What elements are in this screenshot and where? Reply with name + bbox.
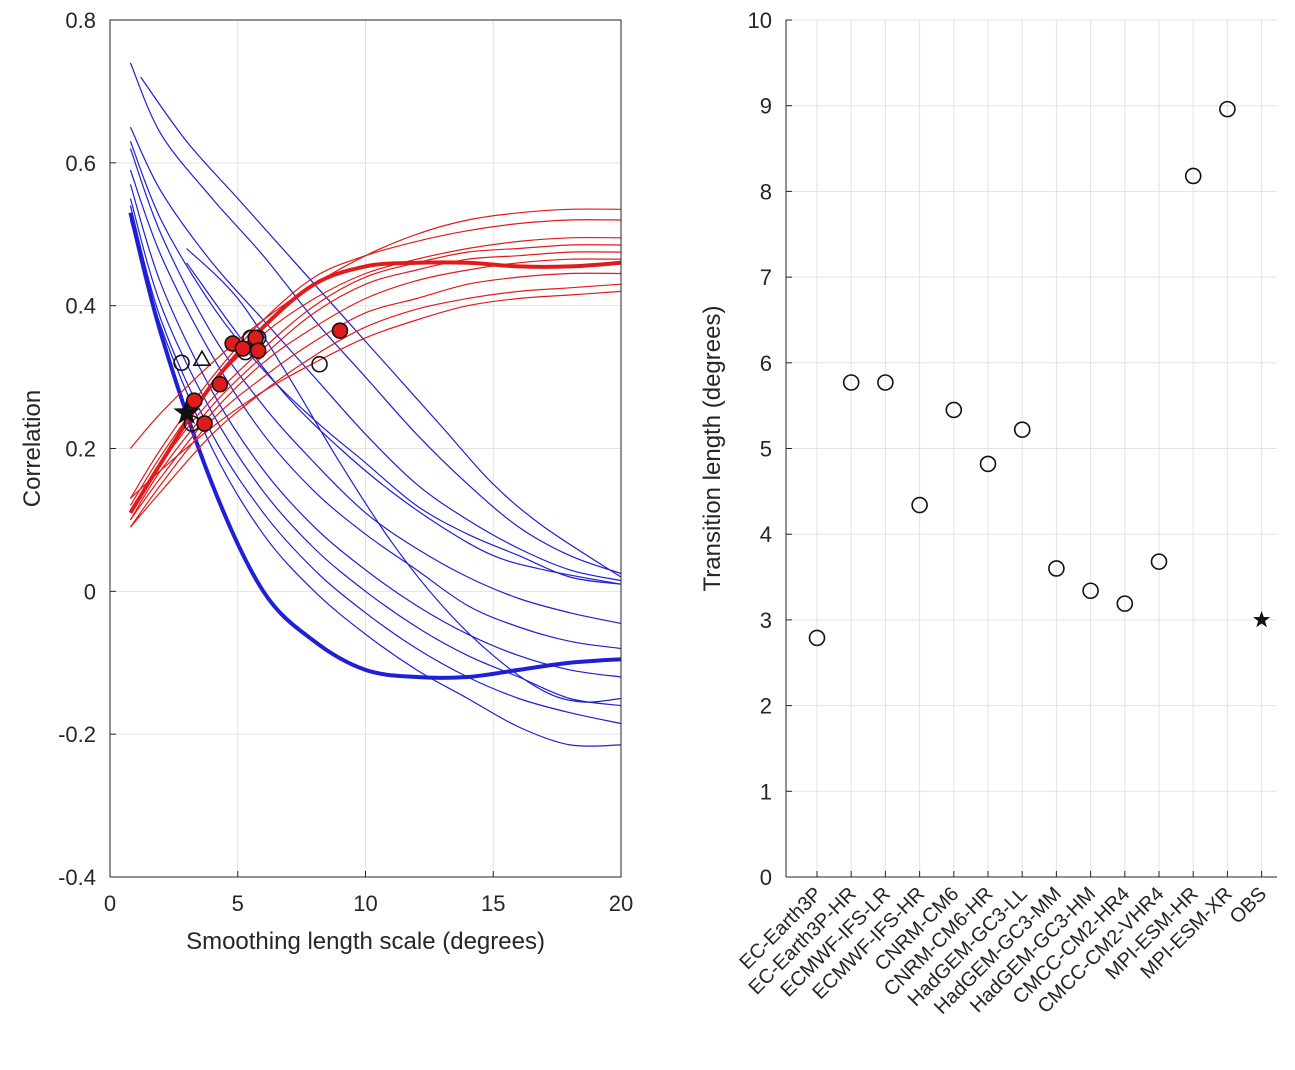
right-circle-marker (1116, 595, 1134, 612)
right-y-tick-label: 5 (760, 437, 772, 462)
right-circle-marker (1082, 582, 1099, 600)
right-y-tick-label: 2 (760, 694, 772, 719)
right-x-tick-label: OBS (1226, 883, 1271, 928)
right-y-tick-label: 10 (748, 8, 772, 33)
left-x-tick-label: 10 (353, 891, 377, 916)
right-circle-marker (1048, 560, 1065, 577)
left-red-series-line (129, 208, 622, 449)
right-y-tick-label: 4 (760, 522, 772, 547)
right-circle-marker (1013, 421, 1031, 438)
left-blue-series-line (128, 212, 622, 680)
left-red-series-line (129, 258, 622, 521)
left-triangle-marker (192, 349, 212, 367)
right-y-tick-label: 6 (760, 351, 772, 376)
left-blue-series-line (129, 126, 622, 582)
left-blue-series-line (186, 262, 622, 585)
right-y-tick-label: 1 (760, 779, 772, 804)
left-x-tick-label: 0 (104, 891, 116, 916)
left-blue-series-line (140, 76, 622, 578)
left-markers-group (173, 322, 349, 432)
right-circle-marker (1150, 553, 1168, 570)
right-y-axis-label: Transition length (degrees) (699, 306, 726, 592)
left-y-tick-label: 0.6 (65, 151, 96, 176)
left-red-series-line (129, 290, 622, 499)
right-grid (786, 19, 1277, 878)
left-red-series-line (129, 244, 622, 514)
left-y-tick-label: 0.4 (65, 294, 96, 319)
left-red-series-line (129, 283, 622, 528)
left-x-axis-label: Smoothing length scale (degrees) (186, 928, 545, 955)
left-blue-series-group (128, 62, 622, 747)
right-y-tick-label: 0 (760, 865, 772, 890)
right-y-tick-label: 7 (760, 265, 772, 290)
left-red-series-line (129, 272, 622, 528)
left-tick-labels: 0 5 10 15 20 -0.4 -0.2 0 0.2 0.4 0.6 0.8 (58, 8, 633, 916)
right-circle-marker (979, 455, 997, 473)
right-circle-marker (1184, 167, 1202, 185)
left-y-tick-label: 0.2 (65, 437, 96, 462)
right-circle-marker (808, 629, 826, 647)
left-blue-series-line (129, 169, 622, 650)
left-filled-circle-marker (211, 375, 229, 393)
right-circle-marker (877, 374, 894, 391)
left-blue-series-line (129, 141, 622, 585)
left-x-tick-label: 15 (481, 891, 505, 916)
left-y-tick-label: -0.4 (58, 865, 96, 890)
right-circle-marker (1219, 100, 1236, 118)
left-filled-circle-marker (196, 415, 213, 432)
left-blue-series-line (129, 62, 622, 575)
right-y-tick-label: 9 (760, 94, 772, 119)
left-correlation-chart: 0 5 10 15 20 -0.4 -0.2 0 0.2 0.4 0.6 0.8 Smoothing … (19, 8, 633, 955)
right-circle-marker (911, 496, 928, 514)
right-transition-chart: 012345678910EC-Earth3PEC-Earth3P-HRECMWF… (699, 8, 1277, 1019)
left-blue-series-line (129, 219, 622, 747)
left-red-series-line (129, 219, 622, 499)
left-open-circle-marker (173, 354, 190, 372)
left-blue-series-line (129, 148, 622, 625)
left-filled-circle-marker (249, 342, 267, 359)
right-y-tick-label: 8 (760, 179, 772, 204)
left-y-tick-label: 0.8 (65, 8, 96, 33)
right-y-tick-label: 3 (760, 608, 772, 633)
left-red-series-line (129, 251, 622, 521)
left-open-circle-marker (311, 355, 328, 373)
left-star-marker (173, 398, 200, 425)
right-markers-group (808, 100, 1271, 647)
left-y-tick-label: -0.2 (58, 722, 96, 747)
left-blue-series-line (129, 184, 622, 678)
right-circle-marker (945, 401, 963, 419)
right-circle-marker (842, 374, 860, 391)
right-star-marker (1253, 610, 1271, 628)
left-x-tick-label: 20 (609, 891, 633, 916)
left-y-axis-label: Correlation (19, 390, 46, 507)
left-filled-circle-marker (331, 322, 349, 339)
right-tick-labels: 012345678910EC-Earth3PEC-Earth3P-HRECMWF… (736, 8, 1272, 1019)
left-y-tick-label: 0 (84, 579, 96, 604)
left-blue-series-line (129, 205, 622, 725)
left-filled-circle-marker (234, 340, 252, 357)
left-x-tick-label: 5 (232, 891, 244, 916)
